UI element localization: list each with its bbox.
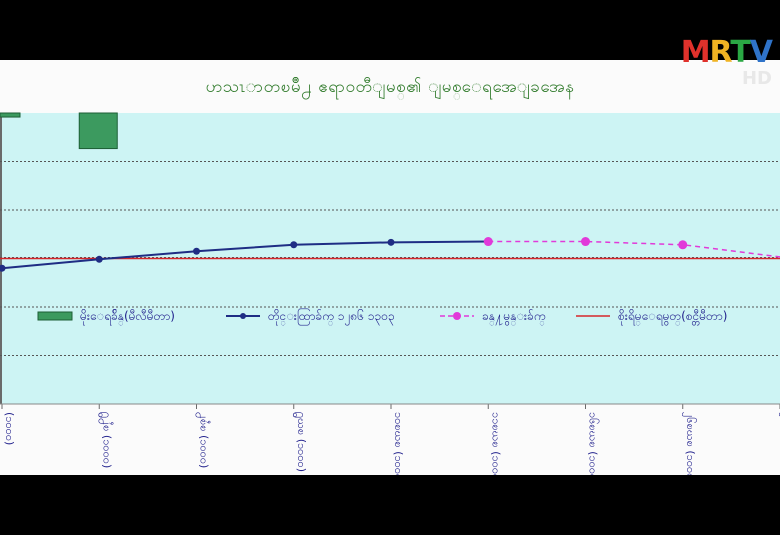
x-tick-label: ႕ၿႆၿ (၁၀၀၀) — [196, 412, 211, 468]
rainfall-bar — [78, 112, 118, 150]
letterbox-bottom — [0, 475, 780, 535]
observed-line — [1, 240, 489, 270]
forecast-point — [581, 237, 590, 247]
legend-label: မိုးေရခ်ိန္(မီလီမီတာ) — [80, 308, 175, 326]
logo-hd: HD — [741, 68, 772, 89]
observed-point — [290, 241, 298, 249]
observed-point — [0, 264, 6, 272]
legend-label: စိုးရိမ္ေရမွတ္(စင္တီမီတာ) — [618, 308, 727, 326]
logo-letter-v: V — [749, 35, 773, 70]
mrtv-logo: MRTV HD — [680, 35, 773, 89]
observed-point — [193, 247, 200, 255]
x-tick-label: ႐ွ႕ႆၿ (၁၀၀၀) — [98, 412, 113, 468]
legend-label: ခန္႔မွန္းခ်က္ — [482, 308, 545, 326]
legend-label: တိုင္းထြာခ်က္ ၁၂၈၆ ၁၃၀၃ — [268, 307, 395, 326]
x-tick-label: ၂၆ၿဃၿ (၁၀၀၀) — [682, 412, 697, 484]
legend-swatch-bar — [37, 311, 73, 321]
legend-swatch-marker — [240, 313, 246, 319]
forecast-point — [483, 237, 493, 247]
logo-letter-t: T — [730, 35, 750, 70]
x-tick-label: ၁၀ၿဃၿ (၁၀၀၀) — [392, 412, 405, 485]
x-tick-label: (၁၀၀၀) — [3, 412, 16, 445]
chart-title: ဟသၤာတၿမိဳ႕ ဧရာဝတီျမစ္၏ ျမစ္ေရအေျခအေန — [205, 77, 575, 97]
forecast-point — [678, 240, 688, 250]
legend-swatch-marker — [453, 312, 461, 320]
x-tick-label: ၁၁ၿဃၿ (၁၀၀၀) — [489, 412, 502, 485]
logo-letter-m: M — [680, 35, 711, 70]
observed-point — [387, 238, 395, 246]
rainfall-bar — [0, 112, 21, 118]
x-tick-label: ႐ွဃၿ (၁၀၀၀) — [293, 412, 308, 472]
forecast-line — [488, 240, 780, 258]
x-tick-label: ၁၆ၿဃၿ (၁၀၀၀) — [587, 412, 600, 485]
observed-point — [95, 255, 103, 263]
logo-letter-r: R — [709, 35, 732, 70]
